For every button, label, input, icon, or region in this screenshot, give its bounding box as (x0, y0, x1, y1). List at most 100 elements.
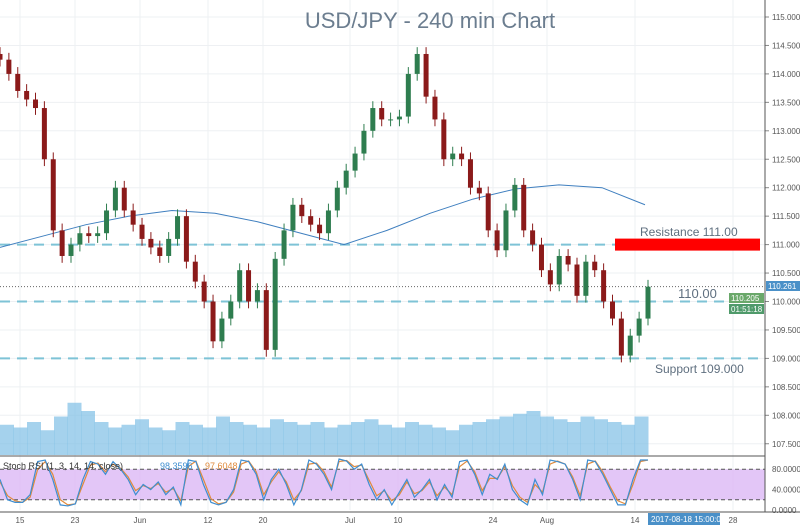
stoch-rsi-label[interactable]: Stoch RSI (1, 3, 14, 14, close) (3, 461, 123, 471)
price-tick-label: 113.000 (772, 127, 800, 136)
volume-bar (459, 424, 473, 455)
candle-body (405, 73, 411, 117)
volume-bar (13, 427, 28, 455)
candle-body (246, 270, 252, 302)
volume-bar (486, 419, 500, 455)
price-tick-label: 113.500 (772, 98, 800, 107)
date-tick-label: 23 (71, 516, 80, 525)
candle-body (334, 187, 340, 211)
volume-bar (202, 427, 217, 455)
date-tick-label: 20 (259, 516, 268, 525)
stoch-k-line (0, 458, 648, 508)
support-label: Support 109.000 (655, 362, 744, 376)
candle-body (263, 290, 269, 350)
candle-body (565, 255, 571, 265)
volume-bar (297, 424, 311, 455)
candle-body (343, 170, 349, 188)
volume-bar (553, 419, 568, 455)
volume-bar (256, 427, 271, 455)
candle-body (521, 184, 527, 231)
price-tick-label: 111.500 (772, 212, 800, 221)
volume-bar (567, 422, 581, 455)
price-tick-label: 114.000 (772, 70, 800, 79)
candle-body (574, 264, 580, 296)
candle-body (414, 53, 420, 74)
level-110-label: 110.00 (678, 286, 717, 301)
volume-bar (175, 422, 190, 455)
volume-bar (270, 419, 284, 455)
volume-bar (148, 427, 163, 455)
bid-price-value: 110.205 (731, 294, 760, 303)
stoch-band (0, 469, 765, 500)
candle-body (33, 99, 39, 109)
date-tick-label: 14 (631, 516, 640, 525)
volume-bar (364, 419, 379, 455)
volume-bar (405, 422, 419, 455)
candle-body (317, 224, 323, 234)
countdown-value: 01:51:18 (731, 305, 763, 314)
volume-bar (0, 424, 14, 455)
volume-bar (621, 424, 635, 455)
volume-bar (81, 411, 95, 455)
candle-body (450, 153, 456, 160)
candle-body (148, 238, 154, 248)
volume-bar (580, 416, 595, 455)
date-tick-label: Jul (345, 516, 355, 525)
candle-body (183, 216, 189, 262)
candle-body (201, 281, 207, 302)
candle-body (290, 204, 296, 231)
candle-body (139, 224, 145, 239)
candle-body (325, 210, 331, 234)
candle-body (388, 119, 394, 121)
candle-body (636, 318, 642, 336)
volume-bars (0, 402, 649, 455)
volume-bar (607, 422, 622, 455)
candle-body (121, 187, 127, 211)
date-tick-label: 12 (204, 516, 213, 525)
volume-bar (243, 424, 257, 455)
volume-bar (378, 424, 392, 455)
resistance-zone (615, 238, 760, 251)
volume-bar (216, 416, 230, 455)
price-tick-label: 112.500 (772, 155, 800, 164)
candle-body (77, 233, 83, 245)
candle-body (432, 96, 438, 120)
volume-bar (337, 424, 352, 455)
candle-body (254, 290, 260, 302)
candle-body (6, 59, 12, 74)
volume-bar (445, 430, 460, 455)
candle-body (601, 270, 607, 302)
volume-bar (189, 424, 203, 455)
candle-body (112, 187, 118, 211)
candle-body (299, 204, 305, 217)
resistance-label: Resistance 111.00 (640, 225, 738, 239)
candle-body (592, 261, 598, 271)
candle-body (530, 230, 536, 245)
candle-body (627, 335, 633, 356)
volume-bar (513, 413, 527, 455)
price-tick-label: 108.500 (772, 383, 800, 392)
level-lines (0, 238, 765, 360)
volume-bar (27, 422, 41, 455)
price-tick-label: 115.000 (772, 13, 800, 22)
bid-price-tag: 110.205 (729, 293, 764, 303)
candle-body (237, 270, 243, 302)
candle-body (459, 153, 465, 160)
volume-bar (432, 427, 446, 455)
volume-bar (94, 422, 109, 455)
volume-bar (40, 430, 55, 455)
countdown-tag: 01:51:18 (729, 304, 764, 314)
candles (0, 47, 651, 363)
candle-body (618, 318, 624, 356)
price-tick-label: 110.500 (772, 269, 800, 278)
volume-bar (310, 422, 325, 455)
candle-body (485, 193, 491, 231)
candle-body (352, 153, 358, 171)
candle-body (512, 184, 518, 211)
volume-bar (472, 422, 487, 455)
candle-body (361, 130, 367, 154)
date-cursor-tag: 2017-08-18 15:00:00 (648, 513, 726, 525)
candle-body (95, 233, 101, 237)
candle-body (68, 244, 74, 256)
